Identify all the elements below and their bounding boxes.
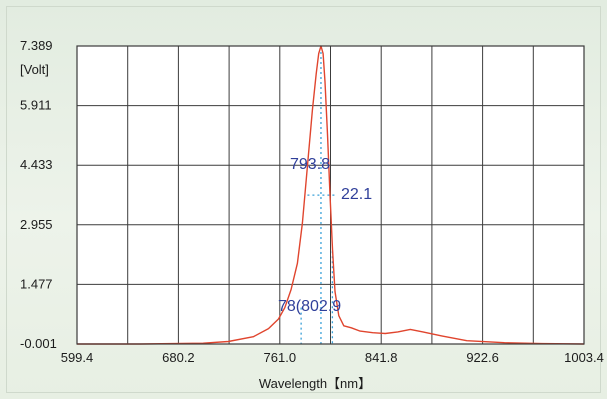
x-tick-label: 1003.4: [564, 350, 604, 365]
x-tick-labels: 599.4 680.2 761.0 841.8 922.6 1003.4: [61, 350, 604, 365]
series-group: [77, 45, 585, 345]
y-tick-label: 7.389: [20, 38, 53, 53]
x-tick-label: 599.4: [61, 350, 94, 365]
y-tick-label: 5.911: [20, 98, 52, 113]
y-tick-label: 2.955: [20, 217, 53, 232]
y-axis-label: [Volt]: [20, 62, 49, 77]
x-tick-label: 680.2: [162, 350, 195, 365]
series-line: [77, 45, 585, 345]
x-tick-label: 761.0: [264, 350, 297, 365]
x-tick-label: 922.6: [466, 350, 499, 365]
chart-frame: [6, 6, 601, 393]
grid-lines: [77, 46, 584, 344]
annotation-bottom: 78(802.9: [278, 298, 341, 315]
y-tick-labels: -0.001 1.477 2.955 4.433 5.911 7.389: [20, 38, 57, 351]
y-tick-label: 1.477: [20, 276, 53, 291]
plot-border: [76, 45, 585, 345]
annotation-peak: 793.8: [290, 156, 330, 173]
x-axis-label: Wavelength【nm】: [259, 376, 371, 391]
y-tick-label: -0.001: [20, 336, 57, 351]
y-tick-label: 4.433: [20, 157, 53, 172]
annotation-fwhm: 22.1: [341, 186, 372, 203]
marker-lines: [300, 52, 336, 344]
x-tick-label: 841.8: [365, 350, 398, 365]
